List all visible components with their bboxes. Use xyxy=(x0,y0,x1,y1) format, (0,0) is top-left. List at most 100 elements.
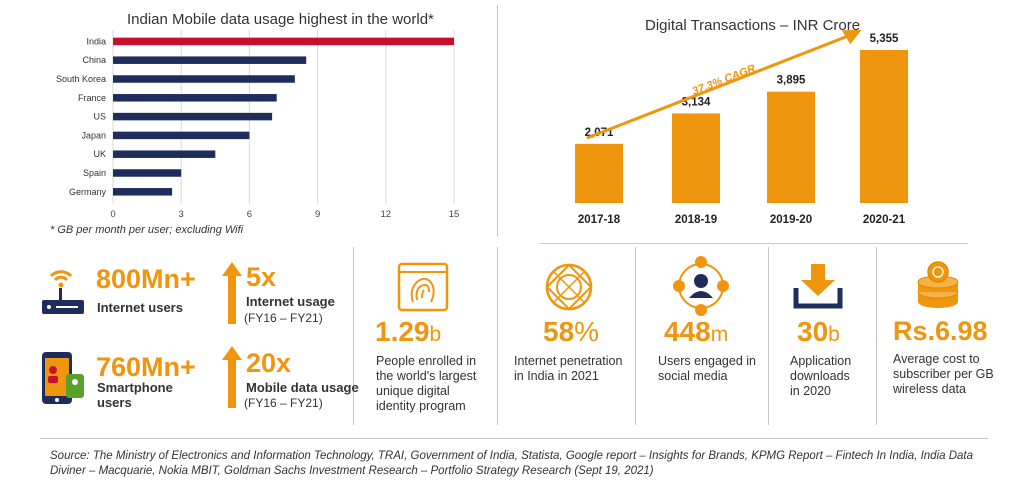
internet-penetration-number: 58 xyxy=(543,316,575,347)
category-label: Japan xyxy=(81,130,106,140)
category-label: US xyxy=(93,112,106,122)
right-chart-baseline-divider xyxy=(540,243,968,244)
top-center-divider xyxy=(497,5,498,237)
right-chart-title: Digital Transactions – INR Crore xyxy=(645,17,861,34)
download-icon xyxy=(793,264,843,309)
bar xyxy=(113,75,295,83)
bar xyxy=(113,112,273,121)
bar xyxy=(113,37,454,46)
smartphone-users-label-line1: Smartphone xyxy=(97,380,173,395)
app-downloads-desc-line: downloads xyxy=(790,369,850,383)
aadhaar-value: 1.29b xyxy=(375,316,441,348)
x-tick-label: 15 xyxy=(449,209,460,220)
app-downloads-description: Application downloads in 2020 xyxy=(790,354,851,399)
cost-per-gb-value: Rs.6.98 xyxy=(893,316,988,346)
stat-divider-5 xyxy=(876,247,877,425)
source-note: Source: The Ministry of Electronics and … xyxy=(50,449,980,479)
cost-per-gb-desc-line: Average cost to xyxy=(893,352,980,366)
bar xyxy=(113,94,277,102)
stat-divider-3 xyxy=(635,247,636,425)
social-media-desc-line: social media xyxy=(658,369,728,383)
mobile-data-usage-chart: 0 3 6 9 12 15 India China South Korea France US Jap… xyxy=(56,30,460,220)
cagr-arrow-line xyxy=(586,34,849,140)
bar xyxy=(113,131,250,140)
smartphone-users-label-line2: users xyxy=(97,395,132,410)
bar xyxy=(860,50,908,203)
mobile-data-usage-period: (FY16 – FY21) xyxy=(244,396,323,410)
coins-icon xyxy=(917,261,959,308)
x-tick-label: 3 xyxy=(179,209,184,220)
social-media-number: 448 xyxy=(664,316,711,347)
category-label: 2019-20 xyxy=(770,214,812,226)
aadhaar-desc-line: the world's largest xyxy=(376,369,477,383)
category-label: India xyxy=(86,36,106,46)
x-tick-label: 12 xyxy=(381,209,392,220)
value-label: 5,355 xyxy=(870,33,899,45)
aadhaar-description: People enrolled in the world's largest u… xyxy=(376,354,476,414)
cost-per-gb-desc-line: subscriber per GB xyxy=(893,367,994,381)
x-tick-label: 9 xyxy=(315,209,320,220)
mobile-data-usage-label: Mobile data usage xyxy=(246,380,359,395)
bar xyxy=(113,150,216,158)
mobile-data-multiplier: 20x xyxy=(246,348,292,378)
digital-transactions-chart: 2,0712017-183,1342018-193,8952019-205,35… xyxy=(575,30,908,226)
x-tick-label: 6 xyxy=(247,209,252,220)
category-label: UK xyxy=(93,149,106,159)
aadhaar-desc-line: unique digital xyxy=(376,384,450,398)
internet-usage-label: Internet usage xyxy=(246,294,335,309)
category-label: China xyxy=(82,55,106,65)
x-tick-label: 0 xyxy=(110,209,115,220)
bar xyxy=(575,143,623,203)
internet-usage-period: (FY16 – FY21) xyxy=(244,311,323,325)
category-label: 2017-18 xyxy=(578,214,621,226)
bar xyxy=(767,91,815,203)
internet-penetration-unit: % xyxy=(574,316,600,347)
social-media-description: Users engaged in social media xyxy=(658,354,756,384)
up-arrow-icon xyxy=(222,262,242,324)
bar xyxy=(113,188,173,196)
value-label: 3,895 xyxy=(777,75,806,87)
left-chart-title: Indian Mobile data usage highest in the … xyxy=(127,11,434,28)
app-downloads-number: 30 xyxy=(797,316,829,347)
left-chart-footnote: * GB per month per user; excluding Wifi xyxy=(50,224,244,236)
category-label: 2020-21 xyxy=(863,214,906,226)
category-label: France xyxy=(78,93,106,103)
category-label: Germany xyxy=(69,187,107,197)
bar xyxy=(113,56,307,64)
router-wifi-icon xyxy=(42,270,84,314)
source-line: Diviner – Macquarie, Nokia MBIT, Goldman… xyxy=(50,465,654,477)
stat-divider-4 xyxy=(768,247,769,425)
cagr-label: 37.3% CAGR xyxy=(691,63,758,98)
globe-icon xyxy=(545,263,593,311)
stat-divider-2 xyxy=(497,247,498,425)
internet-penetration-description: Internet penetration in India in 2021 xyxy=(514,354,622,384)
category-label: 2018-19 xyxy=(675,214,717,226)
internet-usage-multiplier: 5x xyxy=(246,262,277,292)
social-network-icon xyxy=(673,256,729,316)
fingerprint-icon xyxy=(397,262,449,312)
bar xyxy=(672,113,720,203)
cost-per-gb-desc-line: wireless data xyxy=(893,382,966,396)
source-divider xyxy=(40,438,988,439)
internet-penetration-value: 58% xyxy=(543,316,599,348)
cagr-arrow-head xyxy=(841,30,862,45)
aadhaar-unit: b xyxy=(429,323,442,346)
internet-penetration-desc-line: in India in 2021 xyxy=(514,369,599,383)
social-media-desc-line: Users engaged in xyxy=(658,354,756,368)
internet-users-label: Internet users xyxy=(97,300,183,315)
internet-users-value: 800Mn+ xyxy=(96,264,196,294)
app-downloads-desc-line: Application xyxy=(790,354,852,368)
social-media-unit: m xyxy=(710,323,729,346)
internet-penetration-desc-line: Internet penetration xyxy=(514,354,623,368)
cost-per-gb-description: Average cost to subscriber per GB wirele… xyxy=(893,352,994,397)
category-label: Spain xyxy=(83,168,106,178)
smartphone-users-value: 760Mn+ xyxy=(96,352,196,382)
social-media-value: 448m xyxy=(664,316,728,348)
app-downloads-unit: b xyxy=(828,323,840,346)
aadhaar-number: 1.29 xyxy=(375,316,430,347)
source-line: Source: The Ministry of Electronics and … xyxy=(50,450,974,462)
stat-divider-1 xyxy=(353,247,354,425)
bar xyxy=(113,169,182,177)
up-arrow-icon xyxy=(222,346,242,408)
smartphone-icon xyxy=(42,352,84,404)
